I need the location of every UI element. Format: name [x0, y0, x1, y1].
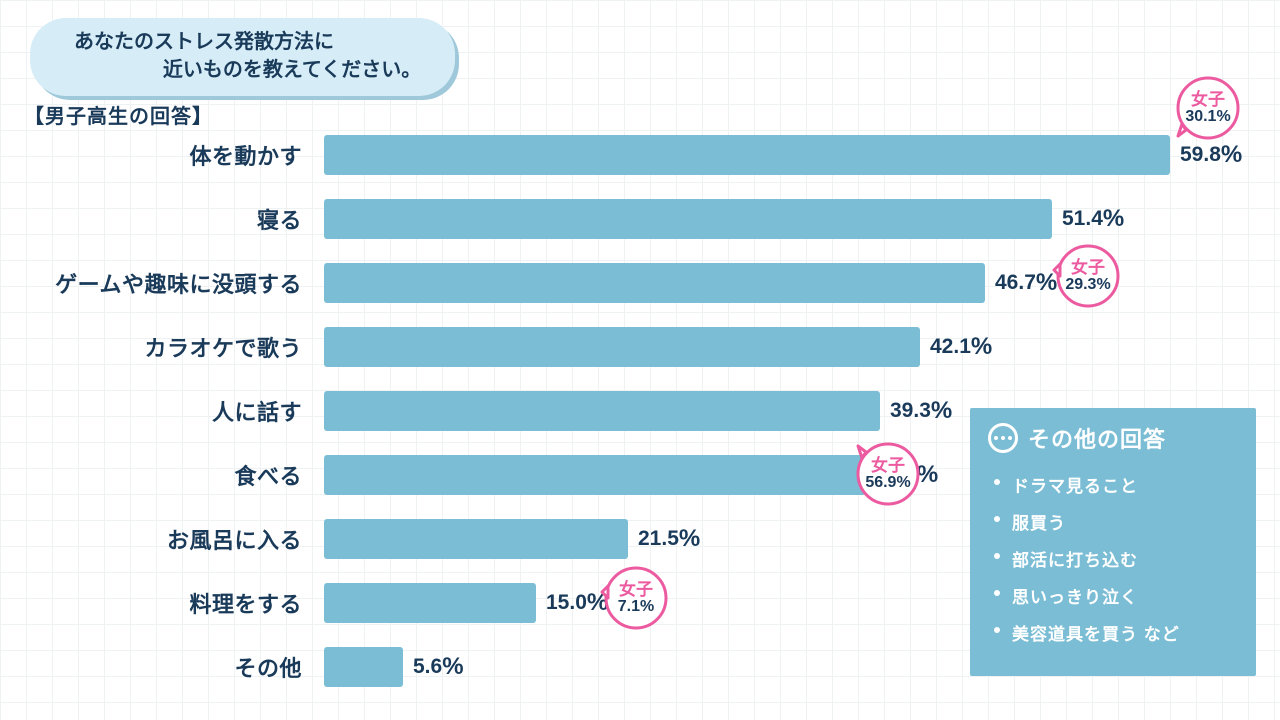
bar-value: 38.3%: [866, 455, 938, 495]
bar-value: 5.6%: [403, 647, 464, 687]
chart-row-label: お風呂に入る: [24, 514, 312, 564]
other-answers-box: その他の回答 ドラマ見ること服買う部活に打ち込む思いっきり泣く美容道具を買う な…: [970, 408, 1256, 676]
callout-label: 女子: [1191, 91, 1225, 109]
bar: [324, 455, 866, 495]
chart-row-label: カラオケで歌う: [24, 322, 312, 372]
chart-row: 寝る 51.4%: [24, 194, 1250, 244]
chart-row-label: その他: [24, 642, 312, 692]
chart-row-label: 食べる: [24, 450, 312, 500]
chart-row: 体を動かす 59.8%: [24, 130, 1250, 180]
other-answers-item: ドラマ見ること: [994, 466, 1238, 503]
other-answers-title: その他の回答: [1028, 422, 1166, 454]
bar: [324, 583, 536, 623]
chart-row-label: 人に話す: [24, 386, 312, 436]
bar-value: 59.8%: [1170, 135, 1242, 175]
bar-value: 21.5%: [628, 519, 700, 559]
callout-value: 30.1%: [1185, 109, 1230, 126]
subtitle: 【男子高生の回答】: [24, 100, 213, 129]
bar-value: 51.4%: [1052, 199, 1124, 239]
title-line1: あなたのストレス発散方法に: [74, 31, 334, 53]
other-answers-list: ドラマ見ること服買う部活に打ち込む思いっきり泣く美容道具を買う など: [988, 466, 1238, 651]
ellipsis-circle-icon: [988, 423, 1018, 453]
bar-value: 39.3%: [880, 391, 952, 431]
title-line2: 近いものを教えてください。: [163, 59, 421, 81]
other-answers-item: 思いっきり泣く: [994, 577, 1238, 614]
chart-row: カラオケで歌う 42.1%: [24, 322, 1250, 372]
bar: [324, 519, 628, 559]
bar-value: 42.1%: [920, 327, 992, 367]
title-container: あなたのストレス発散方法に 近いものを教えてください。: [30, 18, 455, 96]
bar-track: 51.4%: [324, 199, 1250, 239]
bar: [324, 391, 880, 431]
chart-row-label: 体を動かす: [24, 130, 312, 180]
other-answers-item: 美容道具を買う など: [994, 614, 1238, 651]
bar: [324, 135, 1170, 175]
other-answers-item: 部活に打ち込む: [994, 540, 1238, 577]
title-pill: あなたのストレス発散方法に 近いものを教えてください。: [30, 18, 455, 96]
chart-row-label: ゲームや趣味に没頭する: [24, 258, 312, 308]
bar-track: 59.8%: [324, 135, 1250, 175]
bar: [324, 327, 920, 367]
bar-value: 46.7%: [985, 263, 1057, 303]
chart-row: ゲームや趣味に没頭する 46.7%: [24, 258, 1250, 308]
chart-row-label: 料理をする: [24, 578, 312, 628]
other-answers-item: 服買う: [994, 503, 1238, 540]
chart-row-label: 寝る: [24, 194, 312, 244]
bar-track: 46.7%: [324, 263, 1250, 303]
bar-value: 15.0%: [536, 583, 608, 623]
bar: [324, 263, 985, 303]
other-answers-heading: その他の回答: [988, 422, 1238, 454]
bar: [324, 199, 1052, 239]
bar: [324, 647, 403, 687]
bar-track: 42.1%: [324, 327, 1250, 367]
